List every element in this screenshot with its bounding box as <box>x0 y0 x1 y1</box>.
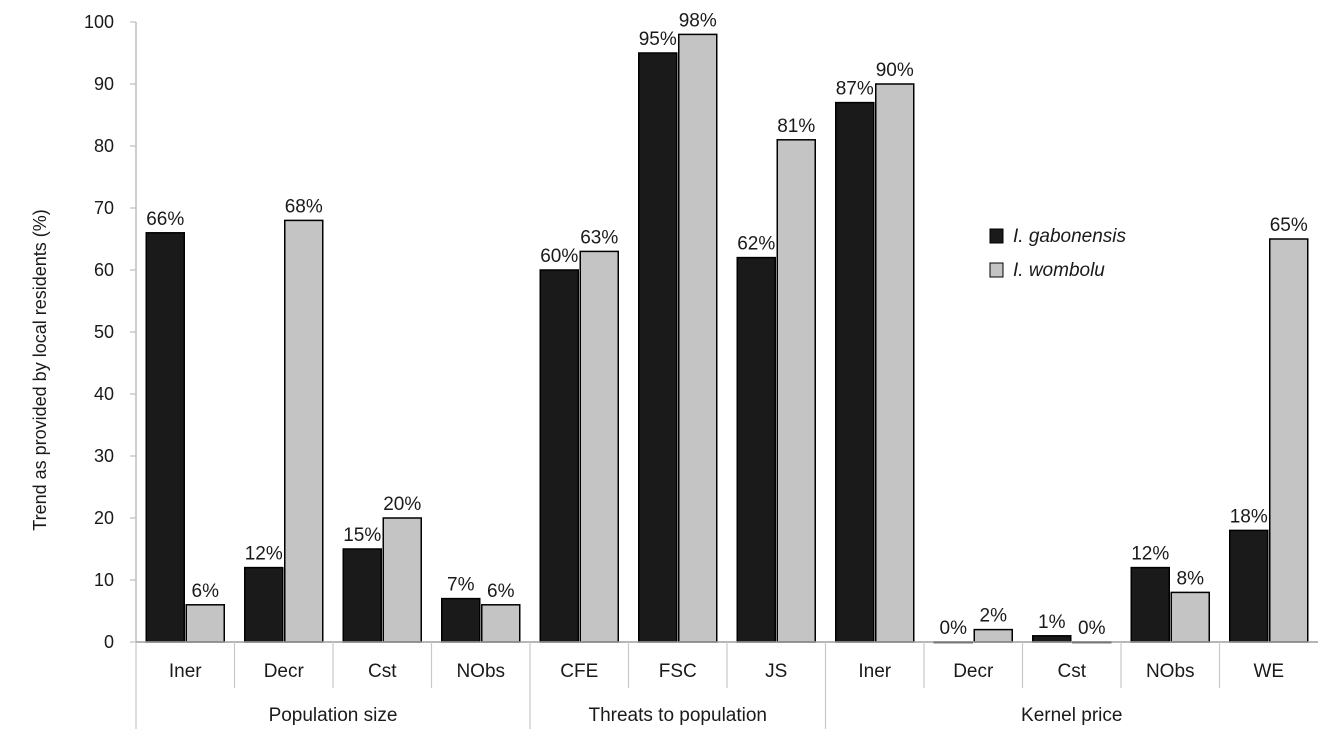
y-tick-label: 30 <box>94 446 114 466</box>
data-label: 8% <box>1177 568 1205 589</box>
bar-wombolu <box>382 517 422 643</box>
x-group-label: Threats to population <box>588 705 767 726</box>
x-category-label: FSC <box>659 661 697 682</box>
data-label: 66% <box>146 209 184 230</box>
legend-swatch-wombolu <box>989 262 1004 278</box>
x-category-label: CFE <box>560 661 598 682</box>
bar-wombolu <box>875 83 915 643</box>
legend-label-wombolu: I. wombolu <box>1013 260 1105 281</box>
bar-gabonensis <box>736 256 776 643</box>
x-category-label: Cst <box>1058 661 1087 682</box>
bar-wombolu <box>185 604 225 643</box>
bar-gabonensis <box>244 566 284 643</box>
x-category-label: NObs <box>1146 661 1195 682</box>
x-category-label: Iner <box>858 661 891 682</box>
data-label: 60% <box>540 246 578 267</box>
x-category-label: NObs <box>456 661 505 682</box>
bar-gabonensis <box>342 548 382 643</box>
data-label: 95% <box>639 29 677 50</box>
bar-wombolu <box>1269 238 1309 643</box>
x-category-label: Cst <box>368 661 397 682</box>
x-group-label: Population size <box>269 705 398 726</box>
bar-wombolu <box>973 628 1013 643</box>
data-label: 65% <box>1270 215 1308 236</box>
data-labels: 66% 12% 15% 7% 60% 95% 62% 87% 0% 1% 12% 18% 6% 68% 20… <box>146 10 1308 639</box>
y-tick-label: 50 <box>94 322 114 342</box>
data-label: 12% <box>1131 544 1169 565</box>
bar-wombolu <box>481 604 521 643</box>
y-tick-label: 20 <box>94 508 114 528</box>
bar-gabonensis <box>1229 529 1269 643</box>
bars <box>145 33 1309 644</box>
bar-gabonensis <box>1130 566 1170 643</box>
bar-gabonensis <box>145 232 185 643</box>
data-label: 15% <box>343 525 381 546</box>
legend-label-gabonensis: I. gabonensis <box>1013 226 1127 247</box>
data-label: 1% <box>1038 612 1066 633</box>
data-label: 87% <box>836 79 874 100</box>
data-label: 7% <box>447 575 475 596</box>
y-tick-label: 100 <box>84 12 114 32</box>
data-label: 90% <box>876 60 914 81</box>
data-label: 98% <box>679 10 717 31</box>
y-tick-label: 0 <box>104 632 114 652</box>
bar-wombolu <box>579 250 619 643</box>
bar-gabonensis <box>835 101 875 643</box>
bar-gabonensis <box>1032 635 1072 643</box>
axes: 0 10 20 30 40 50 60 70 80 90 100 Iner Decr Cst NObs CFE… <box>84 12 1318 729</box>
bar-wombolu <box>1170 591 1210 643</box>
data-label: 6% <box>487 581 515 602</box>
bar-wombolu <box>776 139 816 643</box>
data-label: 0% <box>940 618 968 639</box>
bar-wombolu <box>678 33 718 643</box>
bar-gabonensis <box>539 269 579 643</box>
y-axis-title: Trend as provided by local residents (%) <box>30 209 50 530</box>
data-label: 0% <box>1078 618 1106 639</box>
data-label: 6% <box>192 581 220 602</box>
data-label: 63% <box>580 227 618 248</box>
data-label: 2% <box>980 606 1008 627</box>
x-category-label: JS <box>765 661 787 682</box>
x-category-label: Decr <box>264 661 305 682</box>
y-tick-label: 60 <box>94 260 114 280</box>
y-tick-label: 10 <box>94 570 114 590</box>
bar-gabonensis <box>441 597 481 643</box>
data-label: 68% <box>285 196 323 217</box>
legend-swatch-gabonensis <box>989 228 1004 244</box>
y-tick-label: 40 <box>94 384 114 404</box>
x-category-label: Iner <box>169 661 202 682</box>
y-tick-label: 90 <box>94 74 114 94</box>
x-category-label: Decr <box>953 661 994 682</box>
y-tick-label: 70 <box>94 198 114 218</box>
data-label: 18% <box>1230 506 1268 527</box>
data-label: 81% <box>777 116 815 137</box>
data-label: 12% <box>245 544 283 565</box>
data-label: 62% <box>737 234 775 255</box>
y-tick-label: 80 <box>94 136 114 156</box>
x-group-label: Kernel price <box>1021 705 1122 726</box>
bar-gabonensis <box>638 52 678 643</box>
x-category-label: WE <box>1253 661 1284 682</box>
data-label: 20% <box>383 494 421 515</box>
bar-wombolu <box>284 219 324 643</box>
legend: I. gabonensis I. wombolu <box>989 226 1127 281</box>
